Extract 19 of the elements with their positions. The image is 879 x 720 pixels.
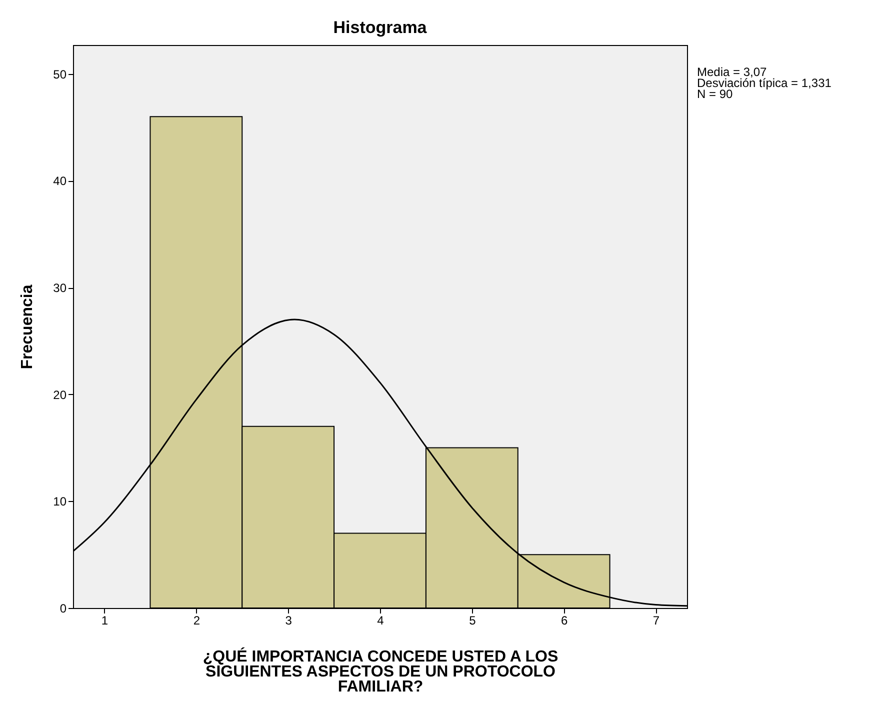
x-tick-label: 5 bbox=[469, 614, 476, 628]
x-tick-label: 1 bbox=[101, 614, 108, 628]
x-tick-label: 4 bbox=[377, 614, 384, 628]
y-tick-label: 50 bbox=[53, 67, 67, 82]
text: N = 90 bbox=[697, 87, 734, 101]
x-axis-title: ¿QUÉ IMPORTANCIA CONCEDE USTED A LOS SIGUIENTES ASPECTOS DE UN PROTOCOLO FAMILIAR? bbox=[202, 646, 558, 696]
y-tick-label: 0 bbox=[60, 602, 67, 616]
text: Media = 3,07 bbox=[697, 65, 768, 79]
x-tick-label: 6 bbox=[560, 614, 568, 628]
chart-title: Histograma bbox=[333, 18, 428, 37]
y-tick-label: 10 bbox=[53, 494, 67, 509]
x-tick-label: 2 bbox=[193, 614, 200, 628]
y-axis-title: Frecuencia bbox=[19, 284, 36, 370]
text: Desviación típica = 1,331 bbox=[697, 76, 832, 90]
x-tick-label: 7 bbox=[652, 614, 660, 628]
y-tick-label: 40 bbox=[53, 174, 67, 188]
y-tick-label: 20 bbox=[53, 388, 67, 402]
y-tick-label: 30 bbox=[53, 281, 67, 296]
x-tick-label: 3 bbox=[285, 614, 292, 628]
